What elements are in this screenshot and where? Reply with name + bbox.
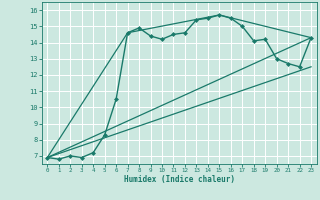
X-axis label: Humidex (Indice chaleur): Humidex (Indice chaleur) [124,175,235,184]
